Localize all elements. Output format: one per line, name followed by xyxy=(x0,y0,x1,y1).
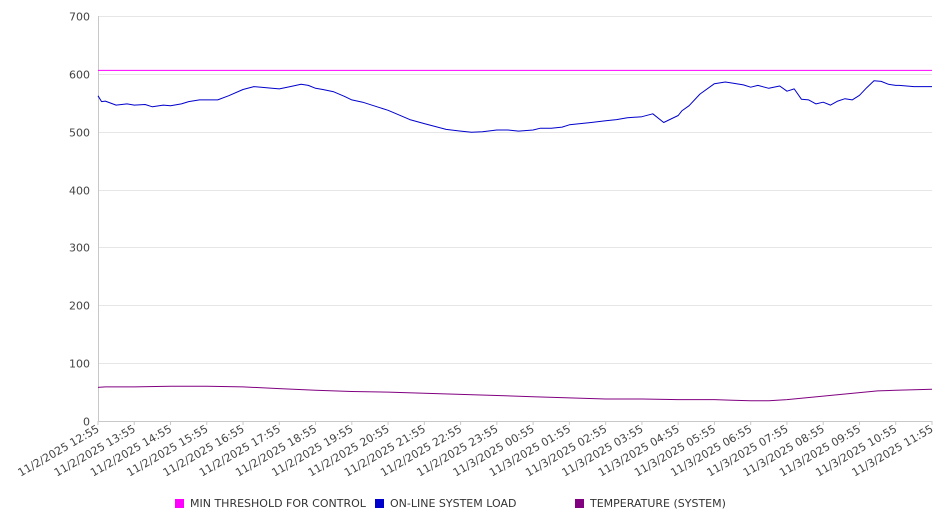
y-tick-label: 100 xyxy=(69,358,90,371)
legend-label-system-load: ON-LINE SYSTEM LOAD xyxy=(390,497,517,510)
legend-swatch-threshold xyxy=(175,499,184,508)
legend-item-threshold[interactable]: MIN THRESHOLD FOR CONTROL xyxy=(175,497,366,510)
axes xyxy=(97,16,933,425)
y-tick-label: 400 xyxy=(69,185,90,198)
y-tick-label: 500 xyxy=(69,127,90,140)
y-axis-tick-labels: 0 100 200 300 400 500 600 700 xyxy=(69,11,90,429)
series-lines xyxy=(97,69,933,402)
legend-swatch-temperature xyxy=(575,499,584,508)
legend-item-temperature[interactable]: TEMPERATURE (SYSTEM) xyxy=(575,497,726,510)
y-tick-label: 600 xyxy=(69,69,90,82)
grid-lines xyxy=(98,16,932,422)
series-system-load-line xyxy=(97,80,932,133)
y-tick-label: 0 xyxy=(83,416,90,429)
legend-label-temperature: TEMPERATURE (SYSTEM) xyxy=(590,497,726,510)
legend-label-threshold: MIN THRESHOLD FOR CONTROL xyxy=(190,497,366,510)
y-tick-label: 700 xyxy=(69,11,90,24)
legend-item-system-load[interactable]: ON-LINE SYSTEM LOAD xyxy=(375,497,516,510)
y-tick-label: 200 xyxy=(69,300,90,313)
legend: MIN THRESHOLD FOR CONTROL ON-LINE SYSTEM… xyxy=(0,497,946,515)
series-temperature-line xyxy=(97,385,933,402)
y-tick-label: 300 xyxy=(69,242,90,255)
legend-swatch-system-load xyxy=(375,499,384,508)
